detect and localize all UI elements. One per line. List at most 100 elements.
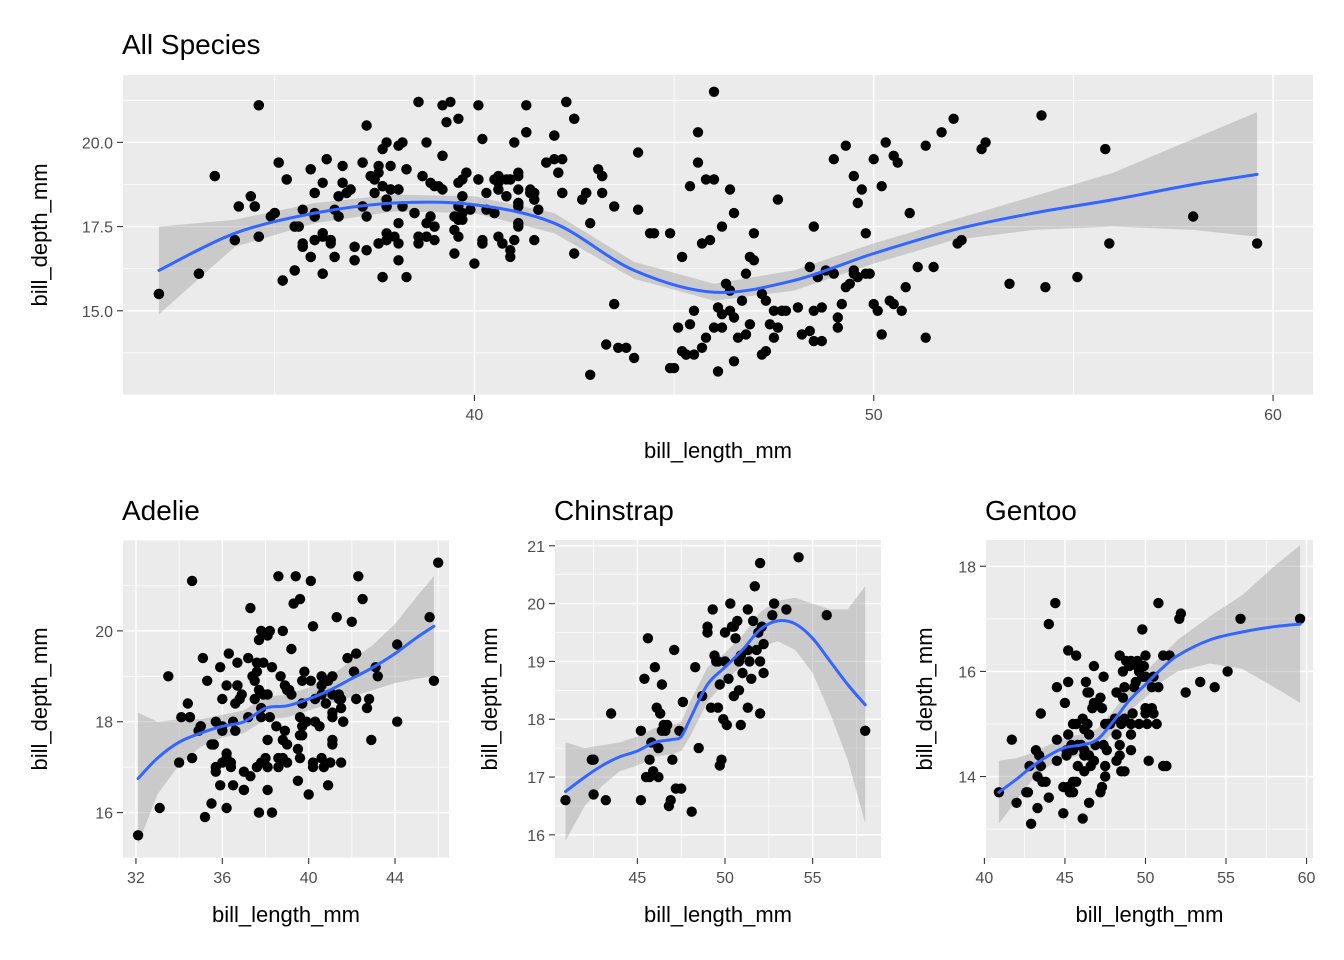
data-point (772, 322, 784, 333)
data-point (275, 671, 286, 682)
data-point (557, 154, 568, 165)
data-point (393, 255, 404, 266)
x-tick-label: 32 (127, 870, 145, 887)
data-point (533, 204, 544, 215)
x-axis-title: bill_length_mm (644, 438, 792, 463)
data-point (322, 780, 334, 791)
data-point (758, 638, 769, 650)
data-point (936, 127, 947, 138)
data-point (256, 625, 267, 637)
data-point (1140, 671, 1151, 682)
data-point (1004, 278, 1015, 289)
data-point (449, 248, 460, 259)
data-point (206, 798, 217, 809)
data-point (601, 339, 612, 350)
data-point (808, 221, 819, 232)
data-point (457, 191, 468, 202)
data-point (186, 752, 198, 764)
data-point (305, 675, 316, 686)
data-point (561, 96, 572, 108)
data-point (277, 625, 288, 637)
data-point (920, 332, 931, 343)
data-point (828, 268, 839, 279)
data-point (361, 245, 372, 256)
panel-gentoo: 40 45 50 55 60 14 16 18 Gentoo bill_length_mm bill… (912, 495, 1316, 927)
data-point (477, 234, 488, 246)
data-point (649, 662, 661, 673)
data-point (670, 783, 682, 794)
data-point (393, 238, 404, 249)
panel-chinstrap: 45 50 55 16 17 18 19 20 21 Chinstrap bill_length_m… (477, 495, 881, 927)
data-point (920, 140, 931, 151)
data-point (732, 332, 744, 343)
data-point (245, 602, 256, 614)
data-point (1080, 676, 1092, 688)
data-point (708, 86, 720, 98)
data-point (329, 251, 340, 263)
data-point (1153, 597, 1164, 609)
data-point (1125, 729, 1137, 740)
data-point (690, 662, 701, 673)
data-point (768, 598, 780, 609)
data-point (421, 218, 432, 229)
data-point (392, 639, 403, 650)
data-point (569, 248, 580, 259)
data-point (569, 113, 580, 125)
data-point (728, 207, 740, 219)
data-point (445, 96, 456, 108)
data-point (234, 693, 245, 705)
data-point (796, 329, 808, 340)
data-point (215, 662, 226, 673)
data-point (664, 228, 676, 239)
data-point (1209, 682, 1220, 693)
data-point (744, 656, 755, 667)
data-point (433, 557, 444, 568)
data-point (740, 329, 752, 340)
data-point (725, 598, 736, 609)
data-point (733, 685, 745, 696)
data-point (501, 191, 512, 202)
y-tick-label: 15.0 (82, 304, 113, 321)
data-point (256, 712, 267, 723)
data-point (1235, 613, 1246, 624)
data-point (393, 184, 404, 195)
data-point (381, 228, 392, 239)
data-point (1114, 739, 1125, 751)
data-point (1098, 671, 1109, 682)
data-point (1024, 760, 1035, 772)
data-point (331, 612, 342, 623)
data-point (210, 716, 221, 727)
data-point (1101, 745, 1113, 756)
data-point (844, 278, 855, 289)
data-point (856, 184, 867, 195)
data-point (429, 234, 440, 246)
data-point (1006, 734, 1017, 745)
data-point (677, 696, 689, 708)
data-point (597, 187, 608, 199)
data-point (1025, 818, 1037, 829)
data-point (1088, 755, 1100, 766)
x-tick-label: 50 (865, 407, 883, 424)
data-point (585, 218, 596, 229)
data-point (253, 100, 264, 111)
data-point (1083, 797, 1095, 808)
data-point (655, 708, 666, 719)
data-point (1180, 687, 1191, 698)
y-axis: 15.0 17.5 20.0 (82, 135, 123, 321)
data-point (299, 666, 310, 677)
data-point (437, 184, 448, 195)
data-point (728, 312, 740, 323)
data-point (688, 349, 700, 360)
data-point (197, 652, 209, 664)
data-point (613, 342, 624, 353)
data-point (781, 604, 792, 615)
data-point (473, 100, 484, 111)
data-point (693, 742, 704, 754)
data-point (1148, 708, 1159, 719)
data-point (297, 730, 308, 741)
data-point (457, 207, 468, 219)
data-point (286, 643, 297, 655)
data-point (186, 575, 198, 587)
data-point (513, 167, 524, 178)
data-point (767, 610, 778, 621)
